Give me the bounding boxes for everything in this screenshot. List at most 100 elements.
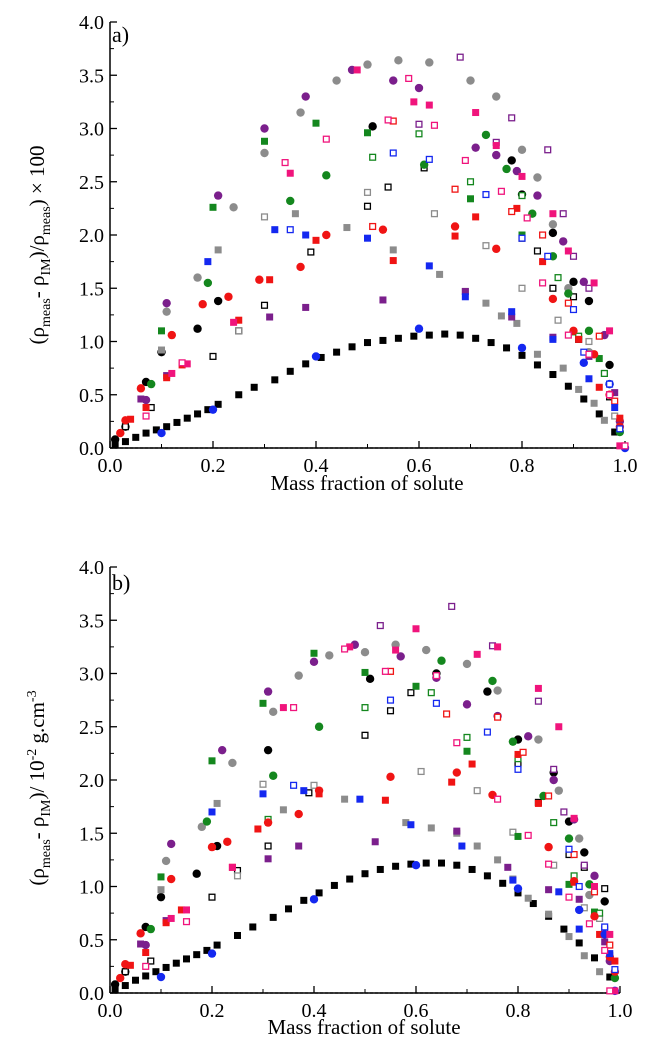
panel-a-point [162, 307, 171, 316]
panel-b-point [601, 923, 609, 931]
panel-b-point [575, 834, 584, 843]
panel-b-point [346, 875, 354, 883]
panel-a-point [518, 351, 526, 359]
panel-a-point [549, 371, 557, 379]
panel-a-y-tick-label: 3.5 [79, 65, 104, 87]
panel-a-point [482, 190, 490, 199]
panel-a-point [533, 191, 542, 200]
panel-a-y-tick-label: 0.5 [79, 385, 104, 407]
panel-a-point [482, 299, 490, 307]
panel-b-point [147, 957, 155, 965]
panel-b-point [279, 704, 287, 712]
panel-a-point [430, 210, 438, 218]
panel-a-point [595, 383, 603, 391]
panel-b-point [300, 896, 308, 904]
panel-b-point [453, 739, 461, 747]
panel-a-point [575, 385, 583, 393]
panel-a-point [230, 318, 238, 326]
panel-b-point [483, 728, 491, 736]
panel-b-point [473, 842, 481, 850]
panel-a-point [260, 124, 269, 133]
panel-a-point [410, 332, 418, 340]
panel-b-point [392, 646, 400, 654]
panel-b-point [601, 938, 609, 946]
panel-b-point [554, 786, 563, 795]
panel-b-point [207, 842, 217, 852]
panel-a-point [167, 330, 176, 340]
panel-b-y-tick-label: 2.0 [79, 770, 104, 792]
panel-a-point [472, 109, 480, 117]
panel-a-point [266, 313, 274, 321]
panel-b-point [575, 905, 584, 915]
panel-a-series-pink-square-filled [168, 66, 624, 450]
panel-a-point [378, 225, 388, 234]
panel-a-point [214, 246, 222, 254]
panel-a-point [548, 228, 558, 238]
panel-b-series-green-square-filled [157, 649, 598, 916]
panel-b-point [162, 963, 170, 971]
panel-a-y-tick-label: 0.0 [79, 438, 104, 460]
panel-b-point [448, 602, 456, 610]
panel-b-series-pink-square-open [142, 645, 614, 995]
panel-a-point [158, 327, 165, 335]
panel-a-point [569, 277, 578, 287]
panel-a-point [533, 361, 541, 369]
panel-a-point [466, 178, 475, 186]
panel-b-point [412, 682, 420, 690]
panel-a-series-grey-square-filled [158, 210, 608, 424]
panel-a-point [461, 293, 469, 301]
panel-b-point [161, 856, 171, 866]
panel-a-point [518, 172, 526, 180]
panel-b-x-tick-label: 0.4 [302, 1000, 327, 1022]
panel-b-data-points [110, 602, 620, 996]
panel-a-point [322, 135, 330, 143]
panel-a-point [430, 121, 438, 129]
panel-a-series-blue-square-filled [204, 226, 619, 412]
panel-a-point [533, 247, 541, 255]
panel-a-point [482, 242, 490, 250]
panel-a-point [389, 257, 397, 265]
panel-b-series-black-square-open [121, 689, 609, 976]
panel-b-point [585, 920, 593, 928]
panel-b-point [183, 955, 190, 963]
panel-b-point [483, 687, 492, 696]
panel-a-point [503, 344, 511, 352]
panel-a-point [611, 389, 619, 397]
panel-b-point [606, 950, 614, 958]
panel-b-series-green-circle-filled [146, 656, 620, 983]
panel-a-point [364, 129, 371, 137]
panel-b-point [524, 831, 532, 839]
panel-a-y-tick-label: 1.0 [79, 332, 104, 354]
panel-b-point [564, 834, 574, 843]
panel-a-point [384, 183, 392, 191]
panel-b-point [294, 671, 303, 680]
panel-b-point [591, 908, 598, 916]
panel-b-point [550, 819, 558, 827]
panel-b-point [462, 659, 472, 669]
panel-b-series-black-square-filled [111, 859, 614, 994]
panel-a-point [363, 60, 372, 69]
panel-b-point [376, 622, 384, 630]
panel-b-point [606, 987, 614, 995]
panel-a-point [549, 335, 557, 343]
panel-b-point [575, 895, 583, 903]
panel-a-point [311, 352, 321, 361]
panel-a-point [415, 120, 423, 128]
panel-a-point [600, 416, 608, 424]
panel-b-point [555, 888, 563, 896]
panel-b-point [565, 933, 573, 941]
panel-a-series-black-square-open [121, 164, 614, 431]
panel-b-point [514, 889, 522, 897]
panel-b-point [157, 886, 165, 894]
panel-a-point [575, 335, 583, 343]
panel-a-point [518, 234, 526, 242]
panel-a-point [281, 159, 289, 167]
panel-b-point [259, 699, 267, 707]
panel-a-point [517, 343, 527, 353]
panel-b-point [600, 897, 609, 906]
panel-a-point [611, 404, 619, 412]
panel-b-point [402, 819, 410, 827]
panel-a-point [296, 262, 305, 272]
panel-a-point [260, 213, 269, 221]
panel-a-point [302, 231, 310, 239]
